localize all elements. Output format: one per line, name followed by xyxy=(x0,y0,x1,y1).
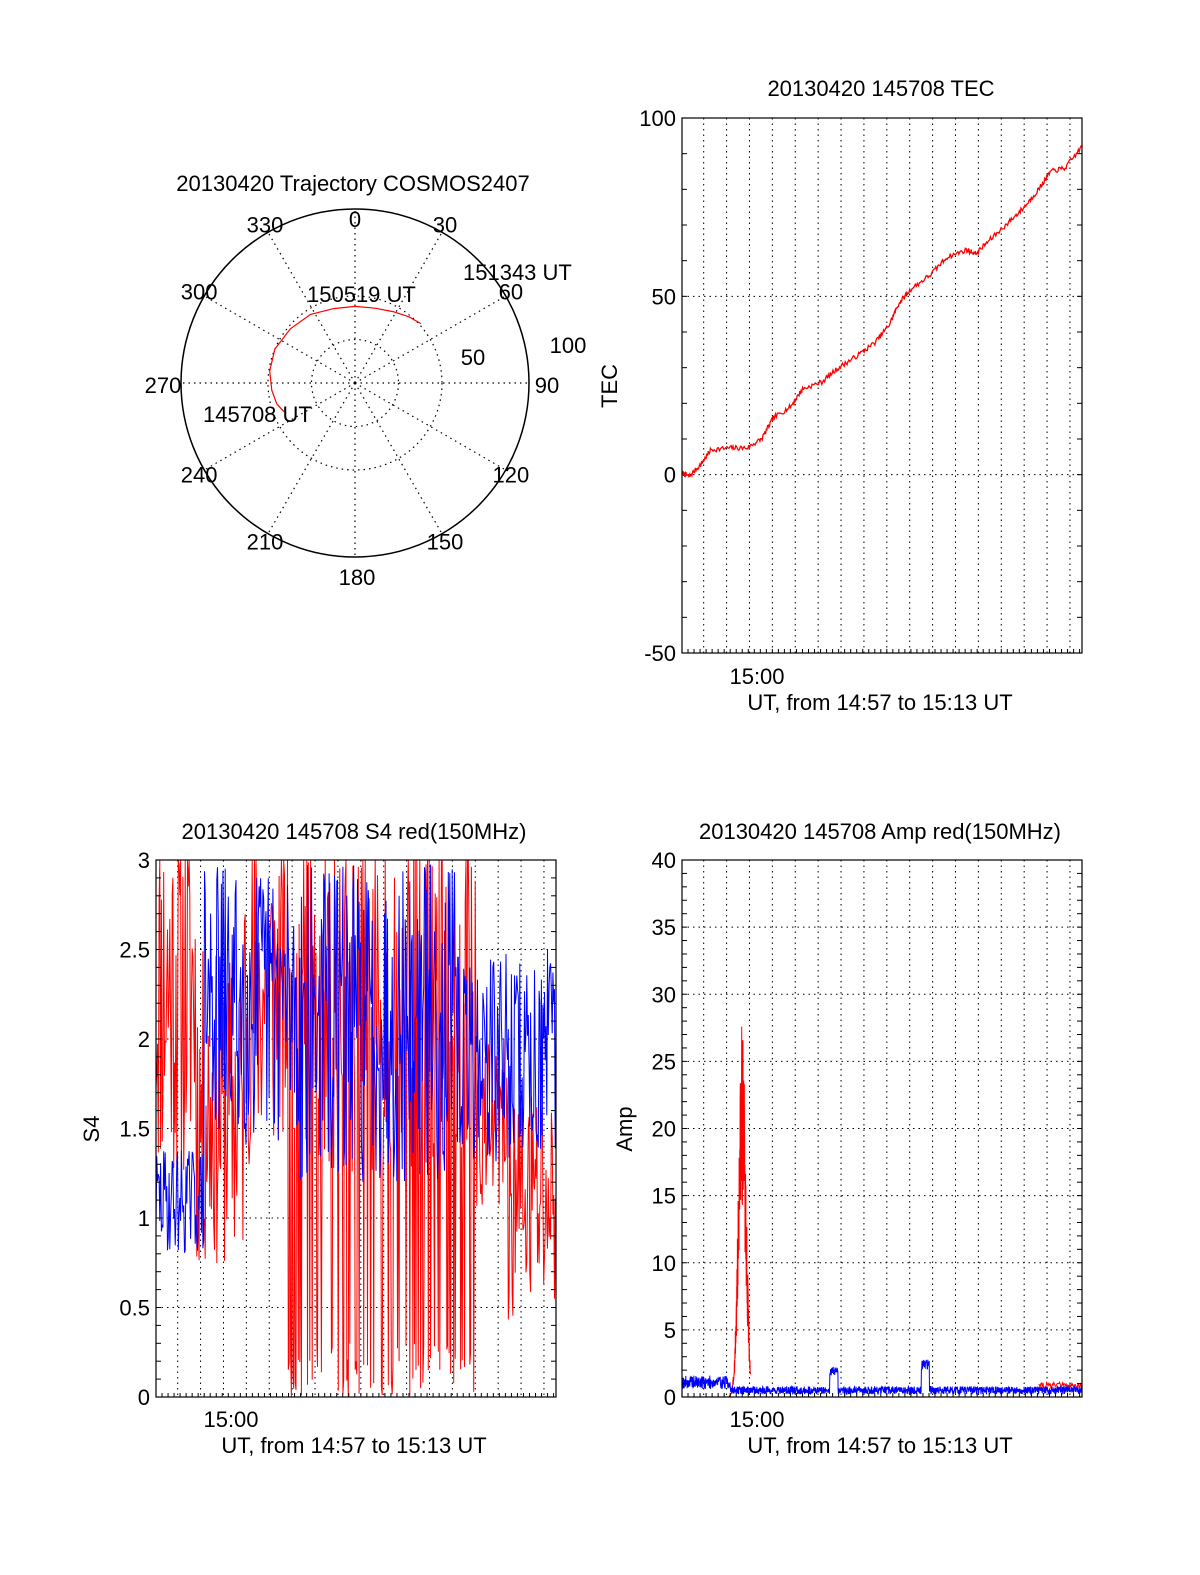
tec-y-axis-label: TEC xyxy=(597,364,622,408)
amp-title: 20130420 145708 Amp red(150MHz) xyxy=(699,819,1061,844)
y-tick-label: 15 xyxy=(652,1184,676,1209)
polar-spoke xyxy=(204,382,356,471)
y-tick-label: 10 xyxy=(652,1251,676,1276)
polar-azimuth-label: 150 xyxy=(427,529,464,554)
y-tick-label: 50 xyxy=(652,284,676,309)
tec-panel: 20130420 145708 TEC -50 0 50 100 15:00 UT, … xyxy=(597,76,1083,715)
polar-azimuth-label: 0 xyxy=(349,207,361,232)
polar-azimuth-label: 330 xyxy=(247,213,284,238)
radial-label-50: 50 xyxy=(461,345,485,370)
y-tick-label: 2.5 xyxy=(119,938,150,963)
trajectory-start-label: 145708 UT xyxy=(203,402,312,427)
amp-x-axis-label: UT, from 14:57 to 15:13 UT xyxy=(747,1433,1012,1458)
y-tick-label: 5 xyxy=(664,1318,676,1343)
polar-azimuth-labels: 0 30 60 90 120 150 180 210 240 270 300 330 xyxy=(145,207,560,590)
polar-outer-circle xyxy=(180,208,530,558)
trajectory-track xyxy=(269,305,422,413)
y-tick-label: 1 xyxy=(138,1206,150,1231)
y-tick-label: 3 xyxy=(138,848,150,873)
polar-azimuth-label: 300 xyxy=(181,280,218,305)
s4-minor-ticks xyxy=(155,859,556,1398)
trajectory-panel: 20130420 Trajectory COSMOS2407 0 30 60 90 12… xyxy=(145,171,587,590)
y-tick-label: 40 xyxy=(652,848,676,873)
tec-title: 20130420 145708 TEC xyxy=(767,76,994,101)
y-tick-label: 0 xyxy=(138,1385,150,1410)
s4-series xyxy=(155,859,557,1397)
y-tick-label: 35 xyxy=(652,915,676,940)
polar-grid xyxy=(181,209,529,557)
polar-spoke xyxy=(204,295,356,384)
amp-x-tick-label: 15:00 xyxy=(729,1407,784,1432)
polar-azimuth-label: 30 xyxy=(433,213,457,238)
trajectory-end-label: 151343 UT xyxy=(463,260,572,285)
tec-x-axis-label: UT, from 14:57 to 15:13 UT xyxy=(747,690,1012,715)
tec-grid xyxy=(682,118,1082,653)
y-tick-label: 2 xyxy=(138,1027,150,1052)
polar-azimuth-label: 60 xyxy=(499,280,523,305)
y-tick-label: 30 xyxy=(652,982,676,1007)
s4-x-axis-label: UT, from 14:57 to 15:13 UT xyxy=(221,1433,486,1458)
y-tick-label: 20 xyxy=(652,1117,676,1142)
amp-y-axis-label: Amp xyxy=(612,1106,637,1151)
s4-panel: 20130420 145708 S4 red(150MHz) 0 0.5 1 1.5 2… xyxy=(79,819,557,1458)
s4-y-tick-labels: 0 0.5 1 1.5 2 2.5 3 xyxy=(119,848,150,1410)
y-tick-label: 0 xyxy=(664,1385,676,1410)
polar-azimuth-label: 270 xyxy=(145,373,182,398)
amp-panel: 20130420 145708 Amp red(150MHz) 0 5 10 15 20… xyxy=(612,819,1083,1458)
y-tick-label: 25 xyxy=(652,1049,676,1074)
s4-x-tick-label: 15:00 xyxy=(203,1407,258,1432)
polar-ring xyxy=(310,338,400,428)
s4-y-axis-label: S4 xyxy=(79,1116,104,1143)
trajectory-title: 20130420 Trajectory COSMOS2407 xyxy=(176,171,529,196)
s4-title: 20130420 145708 S4 red(150MHz) xyxy=(182,819,527,844)
trajectory-mid-label: 150519 UT xyxy=(307,282,416,307)
tec-x-tick-label: 15:00 xyxy=(729,664,784,689)
y-tick-label: 1.5 xyxy=(119,1117,150,1142)
polar-spoke xyxy=(354,295,506,384)
radial-label-100: 100 xyxy=(550,333,587,358)
amp-plot-frame xyxy=(681,859,1083,1398)
polar-spoke xyxy=(267,382,356,534)
amp-y-tick-labels: 0 5 10 15 20 25 30 35 40 xyxy=(652,848,676,1410)
polar-azimuth-label: 120 xyxy=(493,463,530,488)
s4-plot-frame xyxy=(155,859,557,1398)
polar-spoke xyxy=(354,232,443,384)
polar-spoke xyxy=(354,382,443,534)
tec-minor-ticks xyxy=(681,117,1082,654)
y-tick-label: 0 xyxy=(664,463,676,488)
amp-blue-series xyxy=(681,1359,1083,1396)
tec-series-line xyxy=(681,145,1083,478)
amp-red-series xyxy=(728,1026,752,1398)
y-tick-label: 100 xyxy=(639,106,676,131)
polar-azimuth-label: 90 xyxy=(535,373,559,398)
polar-azimuth-label: 180 xyxy=(339,565,376,590)
y-tick-label: 0.5 xyxy=(119,1296,150,1321)
polar-azimuth-label: 240 xyxy=(181,463,218,488)
polar-spoke xyxy=(354,382,506,471)
polar-azimuth-label: 210 xyxy=(247,529,284,554)
y-tick-label: -50 xyxy=(644,641,676,666)
s4-blue-series xyxy=(155,864,557,1253)
polar-spoke xyxy=(267,232,356,384)
amp-series xyxy=(681,1026,1083,1398)
tec-plot-frame xyxy=(681,117,1083,654)
polar-ring xyxy=(267,295,443,471)
tec-y-tick-labels: -50 0 50 100 xyxy=(639,106,676,666)
